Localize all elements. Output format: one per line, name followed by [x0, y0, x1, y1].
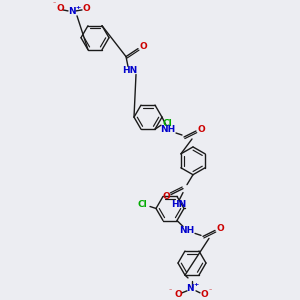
Text: Cl: Cl: [137, 200, 147, 209]
Text: ⁻: ⁻: [52, 2, 56, 8]
Text: O: O: [174, 290, 182, 299]
Text: ⁻: ⁻: [168, 290, 172, 294]
Text: +: +: [194, 282, 199, 287]
Text: ⁻: ⁻: [208, 290, 211, 294]
Text: HN: HN: [122, 66, 138, 75]
Text: +: +: [75, 5, 81, 10]
Text: O: O: [82, 4, 90, 14]
Text: O: O: [139, 42, 147, 51]
Text: N: N: [68, 8, 76, 16]
Text: NH: NH: [160, 124, 175, 134]
Text: O: O: [162, 192, 170, 201]
Text: N: N: [186, 284, 194, 293]
Text: O: O: [197, 124, 205, 134]
Text: Cl: Cl: [162, 119, 172, 128]
Text: O: O: [56, 4, 64, 14]
Text: O: O: [216, 224, 224, 233]
Text: O: O: [200, 290, 208, 299]
Text: HN: HN: [171, 200, 187, 209]
Text: NH: NH: [179, 226, 195, 235]
